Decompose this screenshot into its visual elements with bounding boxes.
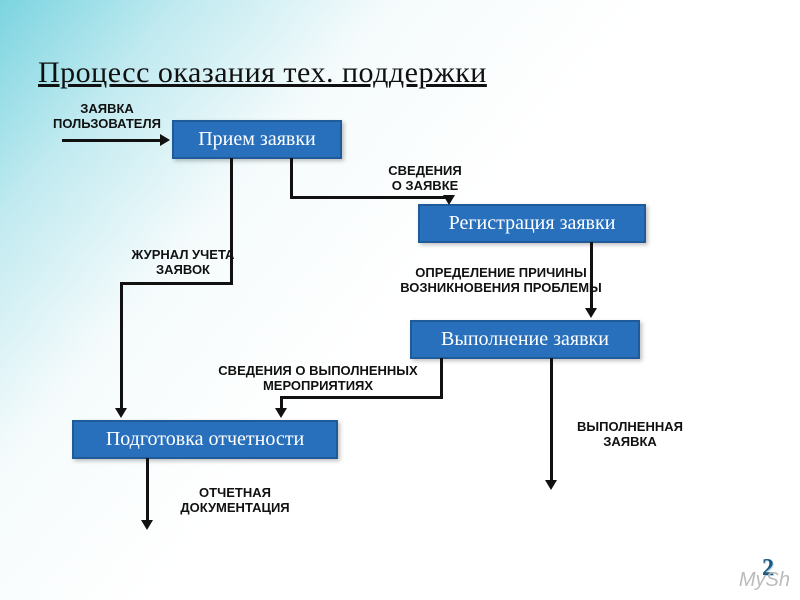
arrowhead-icon [115,408,127,418]
edge-seg [120,282,123,410]
edge-seg [590,242,593,310]
diagram-title: Процесс оказания тех. поддержки [38,56,487,90]
edge-label-journal: ЖУРНАЛ УЧЕТАЗАЯВОК [118,248,248,278]
node-registration: Регистрация заявки [418,204,646,243]
edge-seg [280,396,443,399]
arrowhead-icon [443,195,455,205]
edge-seg [230,158,233,284]
edge-seg [290,158,293,198]
arrowhead-icon [585,308,597,318]
edge-label-activities: СВЕДЕНИЯ О ВЫПОЛНЕННЫХМЕРОПРИЯТИЯХ [208,364,428,394]
edge-label-report-docs: ОТЧЕТНАЯДОКУМЕНТАЦИЯ [160,486,310,516]
node-execution: Выполнение заявки [410,320,640,359]
edge-seg [440,358,443,398]
edge-label-user-request: ЗАЯВКАПОЛЬЗОВАТЕЛЯ [48,102,166,132]
arrowhead-icon [545,480,557,490]
edge-seg [120,282,233,285]
arrowhead-icon [141,520,153,530]
edge-seg [290,196,448,199]
edge-label-request-info: СВЕДЕНИЯО ЗАЯВКЕ [370,164,480,194]
edge-label-completed: ВЫПОЛНЕННАЯЗАЯВКА [560,420,700,450]
arrowhead-icon [275,408,287,418]
arrowhead-icon [160,134,170,146]
edge-seg [550,358,553,482]
node-reporting: Подготовка отчетности [72,420,338,459]
edge-seg [62,139,162,142]
edge-seg [146,458,149,522]
node-intake: Прием заявки [172,120,342,159]
watermark: MySh [739,569,790,592]
edge-label-cause: ОПРЕДЕЛЕНИЕ ПРИЧИНЫВОЗНИКНОВЕНИЯ ПРОБЛЕМ… [376,266,626,296]
